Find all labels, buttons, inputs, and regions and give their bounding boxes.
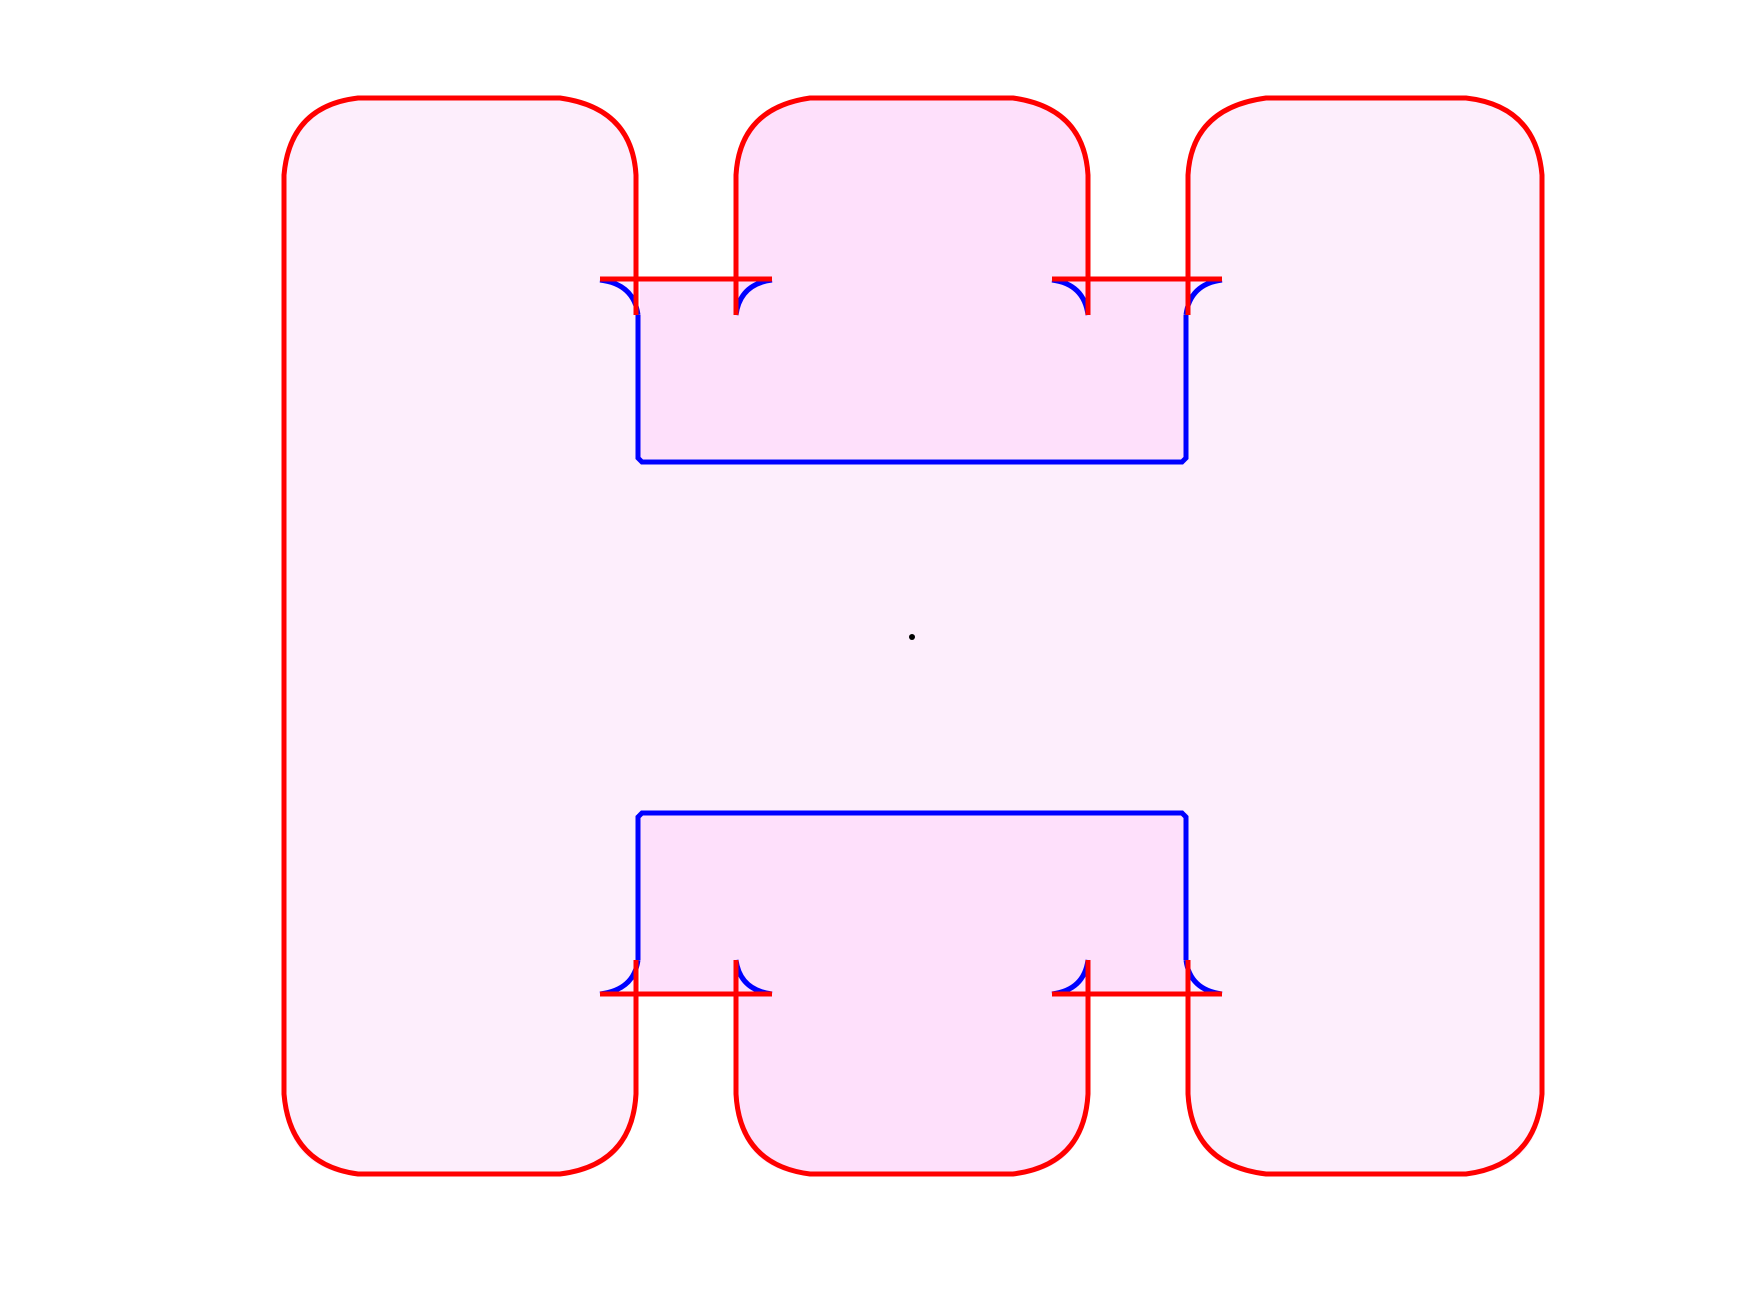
outer-shape-fill [284,98,636,1176]
outer-left-pillar [281,95,639,1177]
center-bottom-block [733,960,1091,1177]
center-top-block-fill [640,98,1188,459]
top-channel-outline [635,315,1189,465]
center-marker [909,634,915,640]
red-crossbars [600,276,1222,997]
center-top-block [733,95,1091,315]
bottom-channel-outline [635,810,1189,960]
center-bottom-block-fill [640,813,1188,1176]
outer-right-pillar [1185,95,1545,1177]
outer-shape-fill-right [1188,98,1542,1176]
